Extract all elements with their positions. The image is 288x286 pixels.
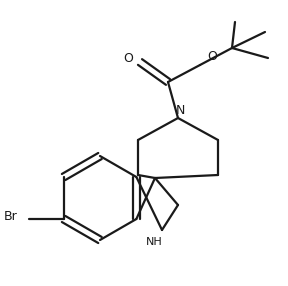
Text: N: N: [175, 104, 185, 116]
Text: NH: NH: [146, 237, 162, 247]
Text: O: O: [207, 51, 217, 63]
Text: O: O: [123, 51, 133, 65]
Text: Br: Br: [4, 210, 18, 223]
